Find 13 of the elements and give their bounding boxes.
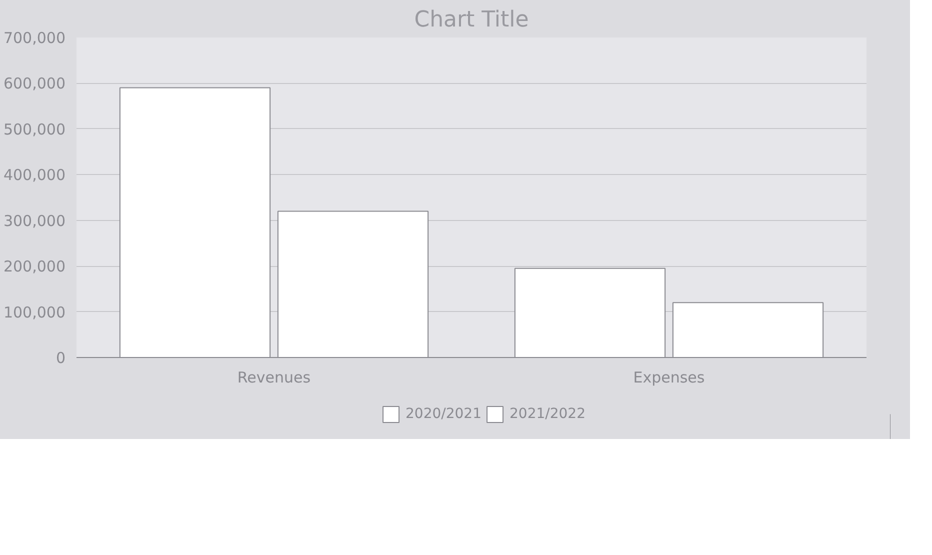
y-tick-label: 600,000 <box>3 74 66 93</box>
x-tick-label: Revenues <box>237 368 311 386</box>
y-tick-label: 400,000 <box>3 166 66 184</box>
legend-label: 2021/2022 <box>510 406 586 422</box>
y-tick-label: 500,000 <box>3 120 66 138</box>
y-tick-label: 0 <box>56 349 66 367</box>
x-tick-label: Expenses <box>633 368 705 386</box>
y-tick-label: 300,000 <box>3 212 66 230</box>
chart-title: Chart Title <box>414 8 529 32</box>
y-tick-label: 200,000 <box>3 258 66 276</box>
y-tick-label: 100,000 <box>3 303 66 322</box>
legend-label: 2020/2021 <box>406 406 482 422</box>
y-tick-label: 700,000 <box>3 29 66 47</box>
